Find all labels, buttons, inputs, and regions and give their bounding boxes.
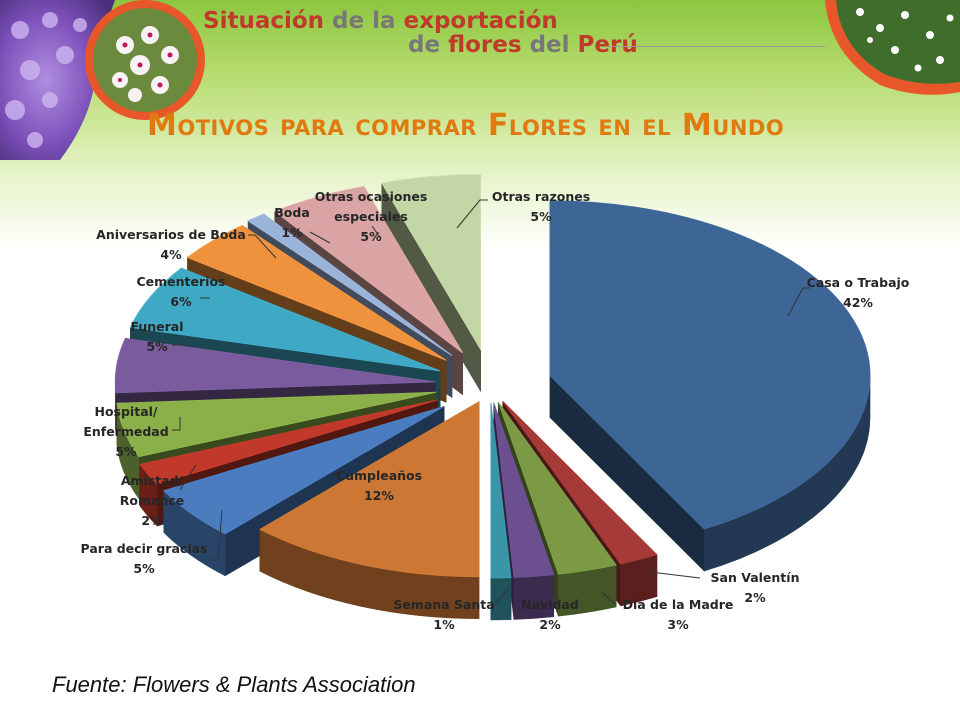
- pie-slice-top: [259, 401, 480, 578]
- pie-slice-top: [139, 399, 438, 485]
- leader-line: [787, 287, 810, 317]
- data-label-name: Otras ocasiones especiales: [315, 189, 428, 224]
- data-label: Hospital/Enfermedad 5%: [83, 404, 168, 459]
- pie-slice-top: [129, 267, 441, 372]
- data-label: Día de la Madre 3%: [623, 597, 734, 632]
- leader-line: [494, 587, 510, 605]
- data-label-value: 2%: [744, 590, 766, 605]
- pie-slice: [490, 402, 512, 621]
- leader-line: [371, 225, 381, 238]
- data-label: Otras ocasiones especiales 5%: [315, 189, 428, 244]
- data-label-name: Otras razones: [492, 189, 590, 204]
- data-label-value: 1%: [281, 225, 303, 240]
- data-label-name: Aniversarios de Boda: [96, 227, 246, 242]
- data-label-value: 5%: [146, 339, 168, 354]
- leader-line: [309, 231, 331, 244]
- leader-line: [649, 571, 701, 579]
- data-label-name: Hospital/Enfermedad: [83, 404, 168, 439]
- pie-slice-top: [114, 337, 436, 394]
- data-label: Aniversarios de Boda 4%: [96, 227, 246, 262]
- pie-slice-top: [186, 225, 447, 361]
- data-label-value: 4%: [160, 247, 182, 262]
- data-label-name: Semana Santa: [393, 597, 494, 612]
- data-label: Navidad 2%: [521, 597, 579, 632]
- flower-photo-right: [825, 0, 960, 95]
- data-label: Boda 1%: [274, 205, 310, 240]
- data-label: Para decir gracias 5%: [81, 541, 208, 576]
- flower-photo-left: [0, 0, 205, 160]
- header-divider: [607, 46, 825, 47]
- leader-line: [172, 417, 181, 431]
- data-label-name: Día de la Madre: [623, 597, 734, 612]
- data-label-name: Para decir gracias: [81, 541, 208, 556]
- pie-slice-top: [381, 174, 482, 351]
- data-label: Funeral 5%: [130, 319, 183, 354]
- data-label-value: 5%: [530, 209, 552, 224]
- data-label: Otras razones 5%: [492, 189, 590, 224]
- header-title-line1: Situación de la exportación: [203, 8, 558, 34]
- data-label-value: 5%: [360, 229, 382, 244]
- pie-slice-top: [549, 200, 871, 530]
- pie-slice-top: [273, 186, 464, 354]
- data-label-name: Boda: [274, 205, 310, 220]
- data-label-value: 12%: [364, 488, 394, 503]
- leader-line: [601, 591, 616, 605]
- source-note: Fuente: Flowers & Plants Association: [52, 672, 416, 697]
- data-label-name: San Valentín: [711, 570, 800, 585]
- leader-line: [179, 464, 197, 491]
- data-label-value: 1%: [433, 617, 455, 632]
- data-label-name: Cumpleaños: [336, 468, 422, 483]
- header-title-line2: de flores del Perú: [408, 32, 638, 58]
- pie-slice: [381, 174, 482, 393]
- data-label-value: 6%: [170, 294, 192, 309]
- pie-slice-top: [490, 402, 512, 579]
- pie-slice: [549, 200, 871, 572]
- pie-slice: [493, 402, 555, 620]
- chart-title: Motivos para comprar Flores en el Mundo: [147, 108, 785, 143]
- data-label-value: 2%: [539, 617, 561, 632]
- data-label: Semana Santa 1%: [393, 597, 494, 632]
- pie-slice-top: [116, 391, 437, 458]
- data-label: Amistad/Romance 2%: [120, 473, 184, 528]
- data-label-value: 5%: [133, 561, 155, 576]
- data-label-name: Funeral: [130, 319, 183, 334]
- pie-slice-top: [493, 402, 555, 578]
- data-label: Cementerios 6%: [137, 274, 226, 309]
- data-label-name: Casa o Trabajo: [807, 275, 910, 290]
- pie-slice-top: [497, 402, 617, 575]
- data-label-name: Amistad/Romance: [120, 473, 184, 508]
- pie-slice-top: [502, 401, 658, 565]
- leader-line: [456, 199, 488, 229]
- data-label-value: 5%: [115, 444, 137, 459]
- data-label-value: 3%: [667, 617, 689, 632]
- pie-slice-top: [247, 213, 453, 356]
- data-label: Casa o Trabajo 42%: [807, 275, 910, 310]
- data-label: Cumpleaños 12%: [336, 468, 422, 503]
- data-label: San Valentín 2%: [711, 570, 800, 605]
- data-label-name: Navidad: [521, 597, 579, 612]
- leader-line: [248, 234, 277, 259]
- pie-slice-top: [162, 405, 445, 535]
- data-label-name: Cementerios: [137, 274, 226, 289]
- leader-line: [210, 509, 223, 561]
- data-label-value: 42%: [843, 295, 873, 310]
- pie-slice: [259, 401, 480, 619]
- data-label-value: 2%: [141, 513, 163, 528]
